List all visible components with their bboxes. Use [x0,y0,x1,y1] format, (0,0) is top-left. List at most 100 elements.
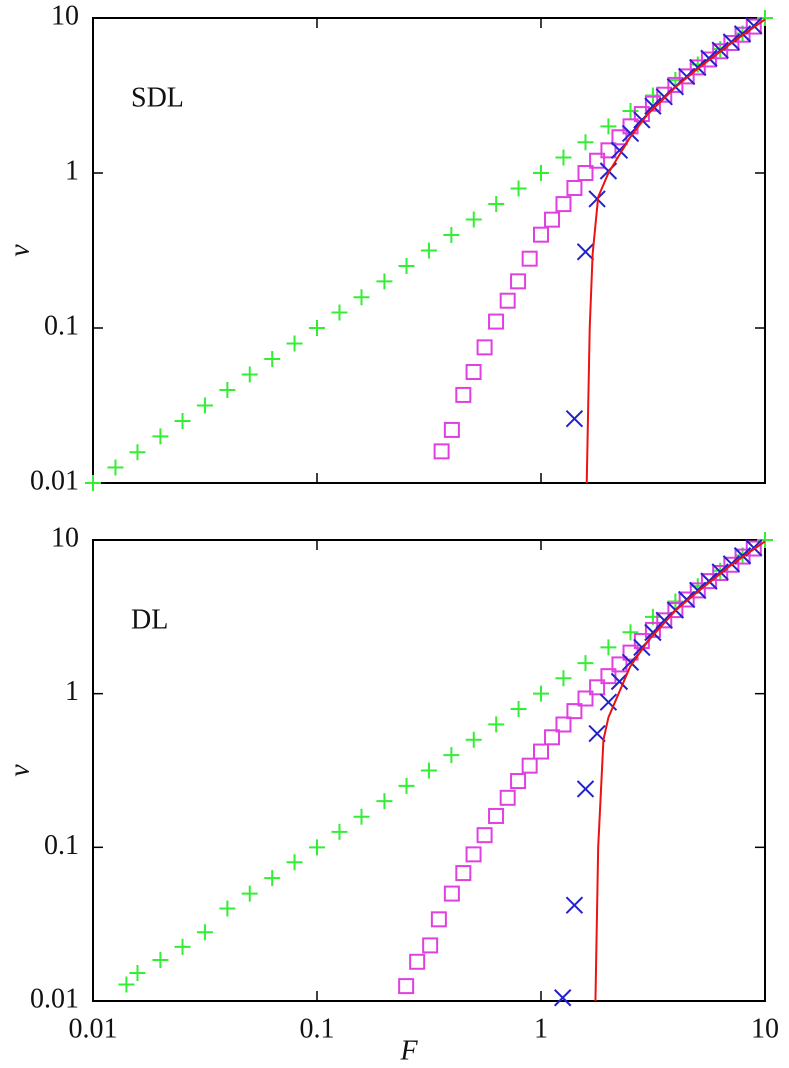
square-marker [510,273,527,290]
plus-marker [667,593,684,610]
square-marker [476,827,493,844]
plus-marker [241,366,258,383]
square-marker [422,937,439,954]
square-marker [589,152,606,169]
plus-marker [264,870,281,887]
square-marker [455,865,472,882]
square-marker [533,743,549,760]
plus-marker [129,444,146,461]
plus-marker [757,532,773,548]
plus-marker [420,762,437,779]
square-marker [723,556,740,573]
square-marker [734,548,751,565]
plus-marker [219,382,236,399]
square-marker [533,226,549,243]
plus-marker [219,900,236,917]
cross-marker [644,97,662,115]
plus-marker [533,685,549,702]
square-marker [521,757,538,774]
x-tick-label: 1 [534,1013,548,1044]
plus-marker [443,227,460,244]
square-marker [455,386,472,403]
plus-marker [600,118,617,135]
square-marker [433,443,450,460]
square-marker [465,846,482,863]
square-marker [712,564,729,581]
panel-label: SDL [131,82,184,113]
cross-marker [565,409,584,428]
square-marker [577,690,594,707]
square-marker [566,703,583,720]
plus-marker [376,273,393,290]
square-marker [656,612,673,629]
plus-marker [152,428,169,445]
plus-marker [331,823,348,840]
square-marker [656,86,673,103]
square-marker [577,165,594,181]
plus-marker [353,808,370,825]
y-tick-label: 10 [51,0,79,31]
square-marker [465,364,482,381]
y-axis-label: v [4,764,35,777]
plus-marker [398,777,415,794]
x-tick-label: 0.1 [300,1013,335,1044]
plus-marker [309,839,325,856]
plus-marker [622,103,639,120]
plus-marker [443,747,460,764]
square-marker [678,591,695,608]
plus-marker [667,72,684,89]
plus-marker [488,195,505,212]
square-marker [600,142,617,159]
square-marker [499,292,516,309]
square-marker [689,582,706,599]
y-tick-label: 0.1 [44,310,79,341]
square-marker [544,729,561,746]
y-tick-label: 1 [65,676,79,707]
cross-marker [576,243,595,261]
y-tick-label: 0.01 [30,983,79,1014]
cross-marker [554,989,572,1007]
plus-marker [129,965,146,982]
plus-marker [577,134,594,151]
square-marker [510,773,527,790]
square-marker [443,421,460,438]
y-tick-label: 1 [65,155,79,186]
square-marker [589,679,606,696]
x-axis-label: F [399,1035,418,1066]
cross-marker [588,724,606,743]
square-marker [398,978,415,995]
square-marker [745,540,762,557]
square-marker [700,573,717,590]
square-marker [700,51,717,68]
plus-marker [152,951,169,968]
square-marker [443,885,460,902]
plus-marker [577,655,594,672]
plus-marker [107,459,124,476]
plus-marker [286,335,303,352]
square-marker [476,339,493,356]
square-marker [667,602,684,619]
square-marker [678,68,695,85]
plus-marker [555,670,572,687]
cross-marker [621,124,640,143]
plus-marker [600,639,617,656]
curve [594,540,766,1002]
plot-frame [92,17,766,484]
plus-marker [196,397,213,414]
square-marker [566,180,583,197]
plus-marker [644,87,661,104]
y-axis-label: v [4,244,35,257]
cross-marker [610,672,629,691]
y-tick-label: 10 [51,522,79,553]
plus-marker [353,289,370,306]
y-tick-label: 0.1 [44,830,79,861]
plus-marker [264,350,281,367]
square-marker [488,807,505,824]
y-tick-label: 0.01 [30,465,79,496]
plus-marker [241,885,258,902]
plus-marker [196,924,213,941]
plus-marker [174,938,191,955]
square-marker [430,911,447,928]
